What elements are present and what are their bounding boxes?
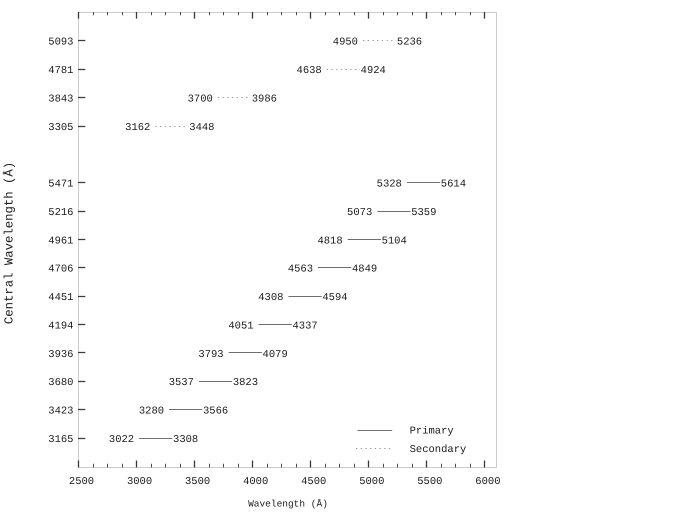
- svg-text:5000: 5000: [359, 476, 384, 488]
- svg-text:3305: 3305: [48, 122, 73, 134]
- svg-text:3823: 3823: [233, 377, 258, 389]
- svg-text:4849: 4849: [352, 264, 377, 276]
- svg-text:Wavelength (Å): Wavelength (Å): [248, 498, 328, 509]
- svg-text:3680: 3680: [48, 377, 73, 389]
- svg-text:5614: 5614: [441, 179, 466, 191]
- svg-text:3986: 3986: [252, 93, 277, 105]
- svg-text:4451: 4451: [48, 292, 73, 304]
- svg-text:5093: 5093: [48, 37, 73, 49]
- svg-text:3423: 3423: [48, 406, 73, 418]
- svg-text:Secondary: Secondary: [410, 444, 467, 456]
- svg-text:4000: 4000: [243, 476, 268, 488]
- svg-text:5073: 5073: [347, 207, 372, 219]
- svg-text:4594: 4594: [322, 292, 347, 304]
- svg-text:3000: 3000: [127, 476, 152, 488]
- svg-text:4194: 4194: [48, 320, 73, 332]
- svg-text:4961: 4961: [48, 235, 73, 247]
- svg-text:3162: 3162: [125, 122, 150, 134]
- svg-text:Primary: Primary: [410, 426, 454, 438]
- svg-text:3308: 3308: [173, 434, 198, 446]
- svg-text:Central Wavelength (Å): Central Wavelength (Å): [2, 162, 16, 324]
- svg-text:3793: 3793: [198, 349, 223, 361]
- svg-text:3022: 3022: [109, 434, 134, 446]
- svg-text:3280: 3280: [139, 406, 164, 418]
- svg-text:2500: 2500: [69, 476, 94, 488]
- svg-text:4563: 4563: [288, 264, 313, 276]
- svg-text:4638: 4638: [297, 65, 322, 77]
- svg-text:4079: 4079: [263, 349, 288, 361]
- svg-text:3448: 3448: [189, 122, 214, 134]
- svg-text:3500: 3500: [185, 476, 210, 488]
- svg-text:5216: 5216: [48, 207, 73, 219]
- svg-text:4706: 4706: [48, 264, 73, 276]
- svg-text:3936: 3936: [48, 349, 73, 361]
- svg-text:4818: 4818: [317, 235, 342, 247]
- svg-text:3566: 3566: [203, 406, 228, 418]
- svg-text:3700: 3700: [188, 93, 213, 105]
- svg-text:5500: 5500: [417, 476, 442, 488]
- svg-text:5328: 5328: [377, 179, 402, 191]
- svg-text:4950: 4950: [333, 37, 358, 49]
- svg-text:5104: 5104: [382, 235, 407, 247]
- svg-text:3537: 3537: [169, 377, 194, 389]
- svg-text:4337: 4337: [293, 320, 318, 332]
- svg-text:5236: 5236: [397, 37, 422, 49]
- svg-text:5471: 5471: [48, 179, 73, 191]
- svg-text:4924: 4924: [361, 65, 386, 77]
- svg-text:3165: 3165: [48, 434, 73, 446]
- svg-text:6000: 6000: [475, 476, 500, 488]
- svg-text:3843: 3843: [48, 93, 73, 105]
- svg-text:4051: 4051: [228, 320, 253, 332]
- svg-text:4500: 4500: [301, 476, 326, 488]
- svg-text:4781: 4781: [48, 65, 73, 77]
- svg-text:5359: 5359: [411, 207, 436, 219]
- svg-text:4308: 4308: [258, 292, 283, 304]
